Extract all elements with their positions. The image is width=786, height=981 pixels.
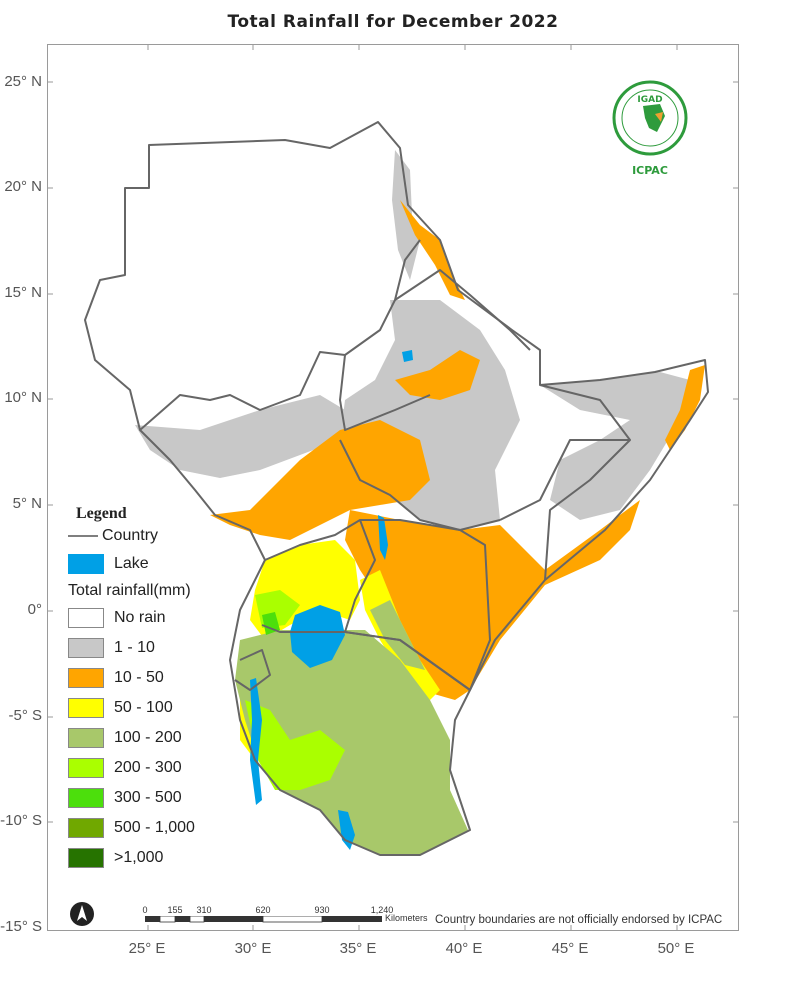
scale-unit: Kilometers (385, 913, 428, 923)
scale-label-0: 0 (142, 905, 148, 915)
legend-swatch (68, 788, 104, 808)
lat-tick-20n: 20° N (4, 178, 42, 195)
legend-class-label: 500 - 1,000 (114, 819, 195, 836)
lake-malawi-edge (338, 810, 355, 850)
region-10-50-red-sea (400, 200, 465, 300)
legend-swatch (68, 608, 104, 628)
legend-class-row: No rain (68, 603, 195, 633)
scale-label-620: 620 (255, 905, 271, 915)
north-arrow (69, 901, 95, 931)
legend-class-row: 200 - 300 (68, 753, 195, 783)
region-10-50-kenya-ethiopia (345, 500, 640, 700)
legend-class-row: 1 - 10 (68, 633, 195, 663)
map-title: Total Rainfall for December 2022 (227, 12, 559, 32)
scale-label-155: 155 (167, 905, 183, 915)
region-10-50-ethiopia-west (395, 350, 480, 400)
lon-tick-40e: 40° E (445, 940, 483, 957)
map-frame (47, 44, 739, 931)
legend-country-row: Country (68, 523, 195, 549)
country-boundaries (84, 121, 709, 856)
legend-swatch (68, 758, 104, 778)
disclaimer: Country boundaries are not officially en… (435, 914, 723, 926)
legend: Legend Country Lake Total rainfall(mm) N… (68, 505, 195, 873)
lat-tick-5n: 5° N (12, 495, 42, 512)
country-line-icon (68, 535, 98, 537)
region-1-10-north (135, 395, 345, 478)
legend-rainfall-title: Total rainfall(mm) (68, 582, 191, 599)
legend-class-label: 1 - 10 (114, 639, 155, 656)
lon-tick-45e: 45° E (551, 940, 589, 957)
legend-lake-label: Lake (114, 555, 149, 572)
scale-label-930: 930 (314, 905, 330, 915)
legend-classes: No rain 1 - 10 10 - 50 50 - 100 100 - 200 200… (68, 603, 195, 873)
scale-bar-graphic (145, 916, 382, 923)
lat-tick-5s: -5° S (8, 707, 42, 724)
lake-tana (402, 350, 413, 362)
igad-icpac-logo: IGAD ICPAC (605, 78, 695, 177)
legend-class-row: >1,000 (68, 843, 195, 873)
rwanda-burundi-border (234, 649, 271, 691)
legend-swatch (68, 728, 104, 748)
lake-victoria (290, 605, 345, 668)
legend-title: Legend (76, 505, 127, 522)
graticule-ticks (47, 44, 739, 931)
lat-tick-10s: -10° S (0, 812, 42, 829)
lat-tick-15n: 15° N (4, 284, 42, 301)
somaliland-border (539, 384, 631, 441)
southsudan-ethiopia-border (339, 439, 501, 531)
legend-class-label: 300 - 500 (114, 789, 182, 806)
igad-logo-icon: IGAD (612, 80, 688, 156)
region-100-200-kenya (370, 600, 425, 670)
legend-class-label: 50 - 100 (114, 699, 173, 716)
lon-tick-50e: 50° E (657, 940, 695, 957)
region-1-10-sudan-east (392, 150, 420, 280)
legend-class-label: No rain (114, 609, 166, 626)
eritrea-border (394, 269, 531, 351)
lat-tick-10n: 10° N (4, 389, 42, 406)
region-10-50-southsudan (210, 420, 430, 540)
scale-label-310: 310 (196, 905, 212, 915)
lon-tick-25e: 25° E (128, 940, 166, 957)
lake-swatch (68, 554, 104, 574)
lake-turkana (378, 515, 388, 560)
legend-class-row: 300 - 500 (68, 783, 195, 813)
lat-tick-0: 0° (27, 601, 42, 618)
legend-class-label: 100 - 200 (114, 729, 182, 746)
logo-top-text: IGAD (637, 95, 662, 105)
lat-tick-15s: -15° S (0, 918, 42, 935)
legend-swatch (68, 818, 104, 838)
legend-lake-row: Lake (68, 549, 195, 579)
legend-class-label: >1,000 (114, 849, 164, 866)
legend-swatch (68, 668, 104, 688)
lat-tick-25n: 25° N (4, 73, 42, 90)
legend-class-row: 100 - 200 (68, 723, 195, 753)
legend-class-row: 50 - 100 (68, 693, 195, 723)
legend-class-label: 10 - 50 (114, 669, 164, 686)
lon-tick-30e: 30° E (234, 940, 272, 957)
legend-swatch (68, 848, 104, 868)
north-arrow-icon (70, 902, 94, 926)
legend-class-row: 10 - 50 (68, 663, 195, 693)
region-100-200 (235, 630, 468, 855)
legend-class-row: 500 - 1,000 (68, 813, 195, 843)
legend-country-label: Country (102, 527, 159, 544)
sudan-southsudan-border (139, 351, 431, 431)
region-200-300 (245, 700, 345, 790)
legend-class-label: 200 - 300 (114, 759, 182, 776)
lon-tick-35e: 35° E (339, 940, 377, 957)
region-10-50-somalia-coast (665, 365, 705, 450)
lake-tanganyika (250, 678, 262, 805)
legend-swatch (68, 638, 104, 658)
tanzania-border (280, 631, 471, 691)
legend-swatch (68, 698, 104, 718)
logo-caption: ICPAC (632, 164, 668, 177)
region-1-10-horn (540, 372, 690, 520)
scale-label-1240: 1,240 (370, 905, 394, 915)
